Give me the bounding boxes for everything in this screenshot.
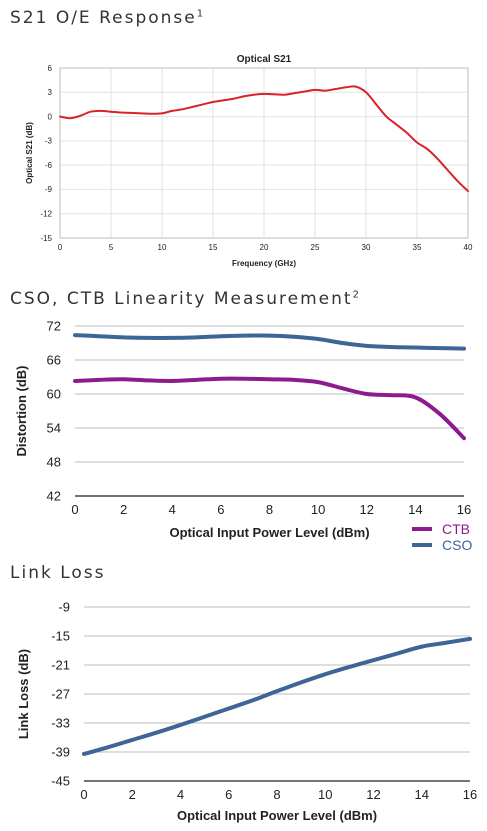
x-tick-label: 14	[415, 787, 429, 802]
y-tick-label: -27	[51, 687, 70, 702]
y-tick-label: -21	[51, 658, 70, 673]
y-tick-label: 6	[48, 64, 53, 73]
x-tick-label: 6	[217, 502, 224, 517]
x-axis-label: Frequency (GHz)	[232, 259, 296, 268]
x-tick-label: 20	[260, 243, 269, 252]
x-tick-label: 10	[158, 243, 167, 252]
y-axis-label: Link Loss (dB)	[16, 649, 31, 739]
y-tick-label: 66	[47, 353, 61, 368]
data-series-line	[82, 636, 472, 756]
y-tick-label: 54	[47, 421, 61, 436]
y-tick-label: -12	[40, 210, 52, 219]
y-tick-label: -15	[40, 234, 52, 243]
x-tick-label: 40	[464, 243, 473, 252]
x-tick-label: 6	[225, 787, 232, 802]
distortion-chart: 0 2 4 6 8 10 12 14 16 72 66 60 54 48 42 Optical Input P…	[14, 319, 472, 553]
y-tick-label: 42	[47, 489, 61, 504]
y-tick-label: -6	[45, 161, 53, 170]
y-axis-label: Optical S21 (dB)	[25, 122, 34, 184]
x-tick-label: 14	[408, 502, 422, 517]
x-tick-label: 16	[463, 787, 477, 802]
y-tick-label: -39	[51, 745, 70, 760]
chart-title: Optical S21	[237, 54, 292, 65]
x-tick-label: 0	[58, 243, 63, 252]
link-loss-chart: 0 2 4 6 8 10 12 14 16 -9 -15 -21 -27 -33 -39 -45 Optical…	[16, 600, 477, 823]
cso-series-line	[73, 333, 466, 351]
y-tick-label: -45	[51, 774, 70, 789]
x-tick-label: 0	[71, 502, 78, 517]
x-tick-label: 2	[129, 787, 136, 802]
legend-label-ctb: CTB	[442, 521, 470, 537]
x-tick-label: 16	[457, 502, 471, 517]
x-tick-label: 10	[311, 502, 325, 517]
x-tick-label: 35	[413, 243, 422, 252]
y-tick-label: 3	[48, 88, 53, 97]
data-series-line	[59, 85, 469, 193]
x-tick-label: 15	[209, 243, 218, 252]
y-tick-label: -9	[45, 185, 53, 194]
x-tick-label: 30	[362, 243, 371, 252]
x-axis-label: Optical Input Power Level (dBm)	[169, 525, 369, 540]
x-tick-label: 12	[360, 502, 374, 517]
x-tick-label: 5	[109, 243, 114, 252]
plot-frame	[59, 67, 469, 239]
y-tick-label: -33	[51, 716, 70, 731]
y-tick-label: 60	[47, 387, 61, 402]
x-tick-label: 4	[177, 787, 184, 802]
legend-label-cso: CSO	[442, 537, 472, 553]
y-tick-label: -15	[51, 629, 70, 644]
y-tick-label: -3	[45, 137, 53, 146]
x-tick-label: 0	[80, 787, 87, 802]
x-tick-label: 12	[366, 787, 380, 802]
y-tick-label: -9	[58, 600, 70, 615]
ctb-series-line	[73, 376, 466, 441]
x-tick-label: 8	[266, 502, 273, 517]
x-tick-label: 8	[273, 787, 280, 802]
y-tick-label: 72	[47, 319, 61, 334]
x-tick-label: 4	[169, 502, 176, 517]
section-title-s21: S21 O/E Response1	[10, 8, 204, 28]
y-axis-label: Distortion (dB)	[14, 366, 29, 457]
section-title-linearity: CSO, CTB Linearity Measurement2	[10, 289, 359, 309]
x-tick-label: 2	[120, 502, 127, 517]
y-tick-label: 0	[48, 112, 53, 121]
y-tick-label: 48	[47, 455, 61, 470]
x-tick-label: 25	[311, 243, 320, 252]
x-tick-label: 10	[318, 787, 332, 802]
section-title-link-loss: Link Loss	[10, 563, 106, 583]
x-axis-label: Optical Input Power Level (dBm)	[177, 808, 377, 823]
